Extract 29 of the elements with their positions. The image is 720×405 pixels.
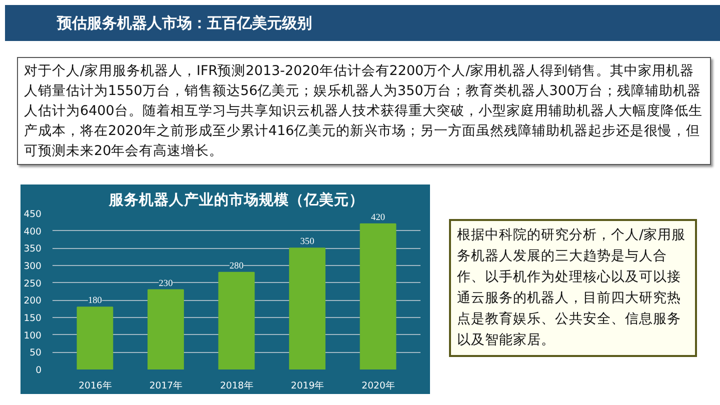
bar [360,223,396,370]
bar [148,289,184,370]
y-tick-label: 50 [30,348,42,359]
y-tick-label: 400 [24,226,42,238]
bar [289,248,326,370]
y-tick-label: 150 [24,313,42,324]
x-tick-label: 2016年 [78,380,112,392]
y-tick-label: 450 [24,209,42,220]
x-tick-label: 2017年 [149,380,182,392]
bar [76,306,114,370]
y-tick-label: 0 [36,365,42,376]
y-tick-label: 350 [24,244,42,255]
x-tick-label: 2019年 [290,380,324,392]
data-label: 350 [300,237,315,248]
chart-title: 服务机器人产业的市场规模（亿美元） [108,190,364,208]
y-tick-label: 200 [24,296,42,307]
y-tick-label: 250 [24,278,42,290]
x-tick-label: 2020年 [362,380,394,392]
text: 预估服务机器人市场：五百亿美元级别 [5,5,720,41]
data-label: 230 [158,278,174,289]
data-label: 280 [230,261,244,272]
text: 对于个人/家用服务机器人，IFR预测2013-2020年估计会有2200万个人/家用机器人得到销售。其中家用机器人销量估计为1550万台，销售额达56亿美元；娱乐机器人为350万台；教育类机器人300万台；残障辅助机器人估计为6400台。随着相互学习与共享知识云机器人技术获得重大突破，小型家庭用辅助机器人大幅度降低生产成本，将在2020年之前形成至少累计416亿美元的新兴市场；另一方面虽然残障辅助机器起步还是很慢，但可预测未来20年会有高速增长。 [17,57,711,165]
text: 根据中科院的研究分析，个人/家用服务机器人发展的三大趋势是与人合作、以手机作为处理核心以及可以接通云服务的机器人，目前四大研究热点是教育娱乐、公共安全、信息服务以及智能家居。 [449,219,697,357]
data-label: 420 [371,212,386,223]
y-tick-label: 100 [24,330,42,342]
bar [218,272,255,370]
data-label: 180 [88,296,102,306]
x-tick-label: 2018年 [220,380,253,392]
y-tick-label: 300 [24,261,42,272]
